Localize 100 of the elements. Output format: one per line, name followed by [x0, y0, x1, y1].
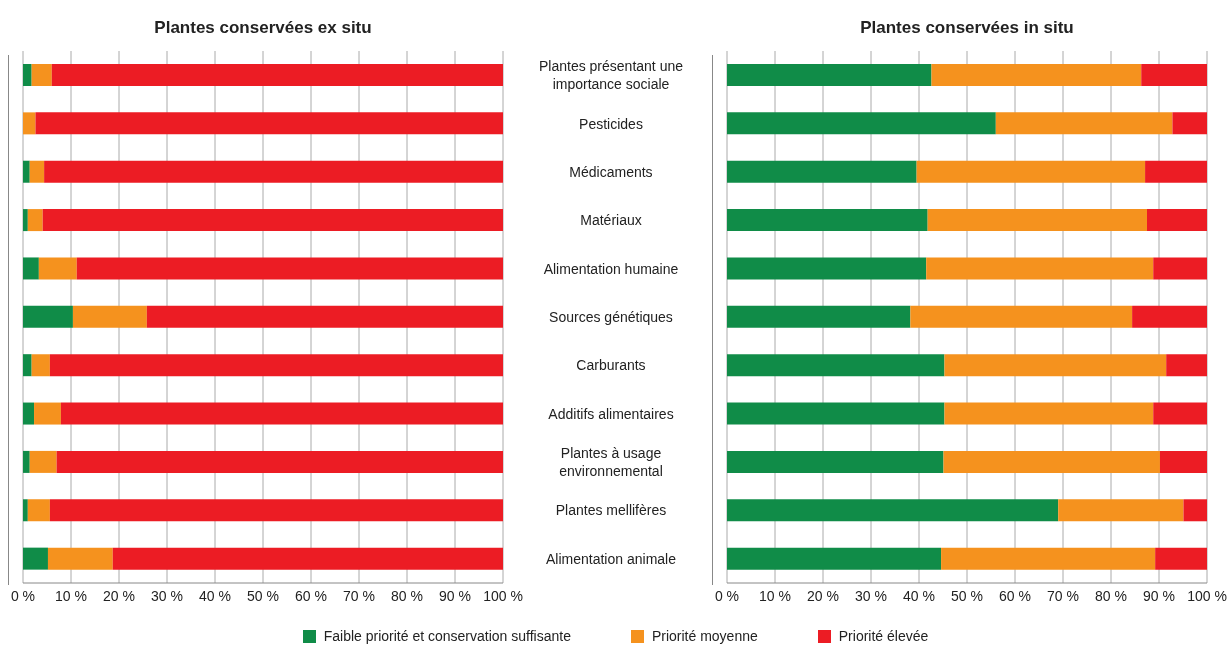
bar: [727, 305, 911, 328]
bar: [943, 450, 1160, 473]
bar: [47, 547, 113, 570]
bar: [941, 547, 1156, 570]
bar: [29, 160, 45, 183]
bar: [27, 499, 50, 522]
bar: [995, 112, 1173, 135]
bar: [1132, 305, 1207, 328]
bar: [56, 450, 503, 473]
x-tick-label: 0 %: [10, 587, 36, 604]
bar: [944, 354, 1167, 377]
y-tick-label: Matériaux: [580, 212, 642, 229]
y-tick-label: Sources génétiques: [549, 309, 673, 325]
y-tick-label: Alimentation humaine: [543, 260, 679, 277]
x-tick-label: 20 %: [103, 587, 135, 604]
bar: [727, 450, 944, 473]
bar: [49, 499, 503, 522]
x-tick-label: 100 %: [483, 587, 523, 604]
x-tick-label: 40 %: [199, 587, 231, 604]
bar: [23, 64, 32, 86]
bar: [51, 64, 503, 86]
bar: [31, 354, 50, 377]
bar: [23, 450, 30, 473]
y-tick-label: Pesticides: [579, 115, 643, 132]
bar: [1141, 64, 1207, 86]
bar: [146, 305, 503, 328]
bar: [49, 354, 503, 377]
x-tick-label: 10 %: [55, 587, 87, 604]
bar: [23, 209, 28, 232]
x-tick-label: 30 %: [855, 587, 887, 604]
bar: [1145, 160, 1207, 183]
bar: [27, 209, 43, 232]
bar: [1183, 499, 1207, 522]
bar: [29, 450, 57, 473]
bar: [23, 354, 32, 377]
bar: [1166, 354, 1207, 377]
bar: [931, 64, 1142, 86]
y-tick-label: Plantes mellifères: [555, 502, 667, 519]
chart-title: Plantes conservées in situ: [859, 18, 1075, 38]
bar: [727, 257, 927, 280]
x-tick-label: 60 %: [295, 587, 327, 604]
y-tick-label: Carburants: [576, 357, 646, 374]
x-tick-label: 30 %: [151, 587, 183, 604]
bar: [23, 112, 36, 135]
bar: [916, 160, 1146, 183]
x-tick-label: 100 %: [1187, 587, 1227, 604]
bar: [42, 209, 503, 232]
bar: [727, 354, 945, 377]
bar: [1159, 450, 1207, 473]
bar: [727, 547, 942, 570]
x-tick-label: 80 %: [391, 587, 423, 604]
x-tick-label: 50 %: [951, 587, 983, 604]
bar: [60, 402, 503, 425]
x-tick-label: 0 %: [714, 587, 740, 604]
bar: [944, 402, 1154, 425]
bar: [910, 305, 1133, 328]
x-tick-label: 60 %: [999, 587, 1031, 604]
bar: [727, 499, 1059, 522]
bar: [727, 112, 996, 135]
bar: [1155, 547, 1207, 570]
bar: [23, 305, 73, 328]
y-tick-label: Additifs alimentaires: [548, 405, 674, 422]
bar: [1153, 257, 1207, 280]
bar: [76, 257, 503, 280]
y-tick-label: Alimentation animale: [546, 550, 677, 567]
bar: [727, 160, 917, 183]
bar: [23, 160, 30, 183]
bar: [727, 64, 932, 86]
bar: [727, 209, 928, 232]
bar: [927, 209, 1147, 232]
bar: [34, 402, 61, 425]
bar: [23, 499, 28, 522]
y-tick-label: Plantes à usage environnemental: [559, 445, 663, 480]
bar: [72, 305, 147, 328]
bar: [1147, 209, 1207, 232]
x-tick-label: 70 %: [343, 587, 375, 604]
bar: [727, 402, 945, 425]
y-tick-label: Plantes présentant une importance sociale: [539, 58, 684, 93]
x-tick-label: 90 %: [1143, 587, 1175, 604]
x-tick-label: 20 %: [807, 587, 839, 604]
x-tick-label: 50 %: [247, 587, 279, 604]
bar: [112, 547, 503, 570]
x-tick-label: 80 %: [1095, 587, 1127, 604]
chart-title: Plantes conservées ex situ: [153, 18, 373, 38]
legend-label: Priorité moyenne: [651, 628, 758, 644]
bar: [1058, 499, 1184, 522]
bar: [38, 257, 77, 280]
bar: [31, 64, 52, 86]
bar: [23, 257, 39, 280]
y-tick-label: Médicaments: [569, 163, 653, 180]
x-tick-label: 70 %: [1047, 587, 1079, 604]
x-tick-label: 90 %: [439, 587, 471, 604]
legend-label: Priorité élevée: [838, 628, 929, 644]
bar: [23, 402, 35, 425]
bar: [44, 160, 503, 183]
x-tick-label: 40 %: [903, 587, 935, 604]
bar: [1153, 402, 1207, 425]
bar: [926, 257, 1154, 280]
legend-label: Faible priorité et conservation suffisante: [323, 628, 571, 644]
bar: [23, 547, 48, 570]
